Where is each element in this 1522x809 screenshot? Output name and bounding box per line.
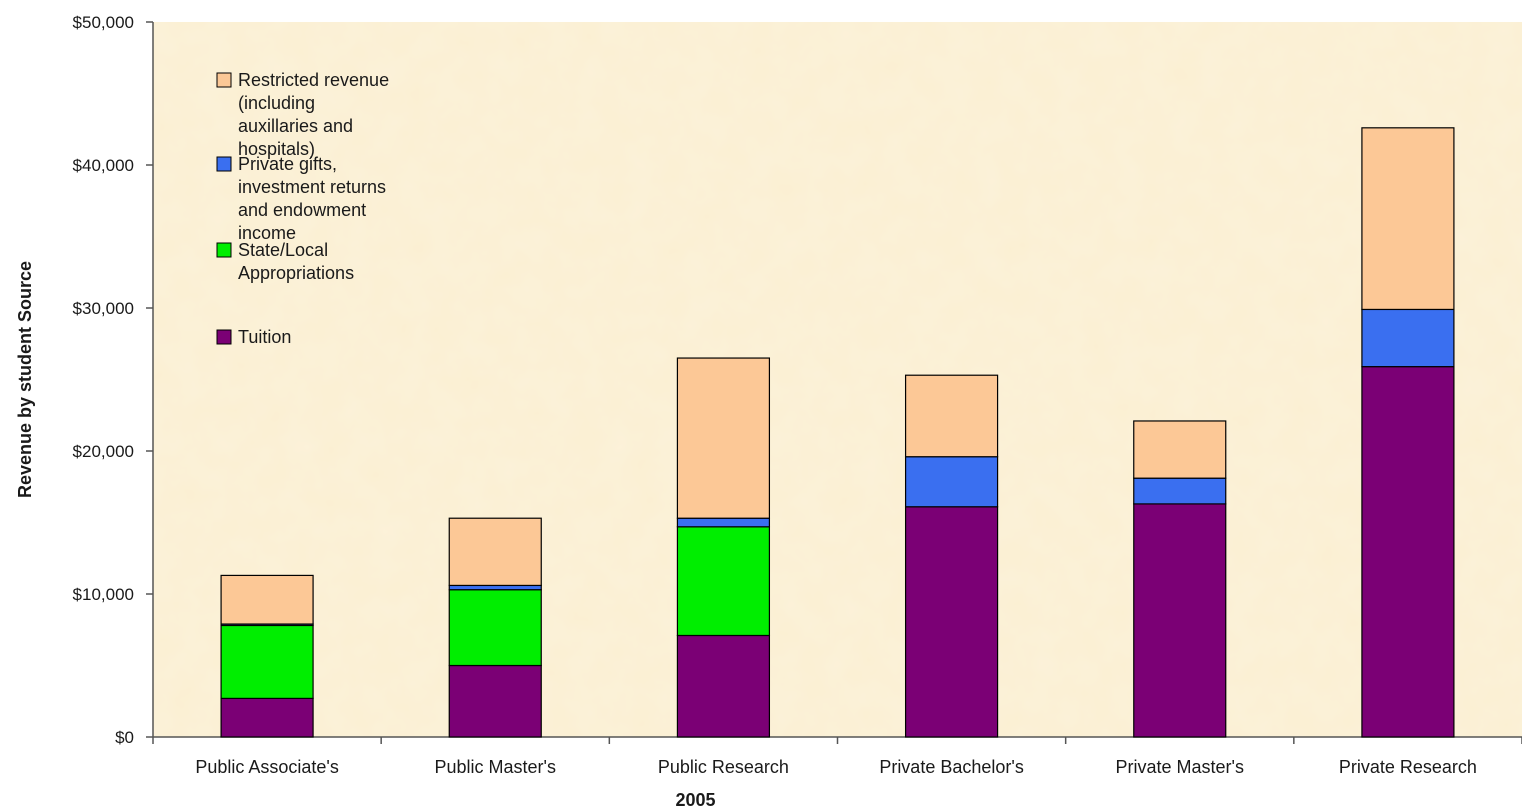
legend-swatch (216, 156, 232, 172)
legend: Restricted revenue (including auxillaries … (216, 70, 389, 347)
legend-label: State/Local Appropriations (238, 240, 354, 283)
y-tick-label: $0 (115, 728, 134, 747)
bar-segment (1133, 420, 1227, 479)
x-tick-label: Private Research (1339, 757, 1477, 777)
legend-label: Restricted revenue (including auxillaries … (238, 70, 389, 159)
legend-label-line: auxillaries and (238, 116, 353, 136)
bar-segment (904, 456, 999, 508)
legend-item: Restricted revenue (including auxillaries … (216, 70, 389, 159)
bar-segment (1361, 308, 1455, 368)
bar-segment (448, 517, 542, 587)
legend-swatch (216, 242, 232, 258)
bar-segment (220, 624, 314, 699)
y-axis-title: Revenue by student Source (15, 261, 35, 498)
x-tick-label: Public Research (658, 757, 789, 777)
axes (146, 21, 1522, 744)
legend-label-line: State/Local (238, 240, 328, 260)
legend-label-line: (including (238, 93, 315, 113)
plot-texture (153, 22, 1522, 737)
legend-label-line: and endowment (238, 200, 366, 220)
x-tick-label: Private Master's (1116, 757, 1244, 777)
legend-label: Private gifts, investment returns and endo… (238, 154, 386, 243)
bars (220, 127, 1455, 738)
bar-segment (676, 517, 771, 528)
legend-label: Tuition (238, 327, 291, 347)
bar-segment (904, 374, 999, 458)
plot-area (153, 22, 1522, 737)
legend-label-line: Private gifts, (238, 154, 337, 174)
tick-labels: $0 $10,000 $20,000 $30,000 $40,000 $50,000 Pub… (73, 13, 1477, 777)
y-tick-label: $10,000 (73, 585, 134, 604)
legend-label-line: income (238, 223, 296, 243)
bar-stack (904, 374, 999, 738)
bar-stack (676, 357, 771, 738)
bar-segment (904, 506, 999, 738)
x-tick-label: Private Bachelor's (879, 757, 1024, 777)
bar-stack (448, 517, 542, 738)
y-tick-label: $50,000 (73, 13, 134, 32)
bar-stack (1133, 420, 1227, 738)
legend-item: Tuition (216, 327, 291, 347)
y-tick-label: $40,000 (73, 156, 134, 175)
legend-item: Private gifts, investment returns and endo… (216, 154, 386, 243)
bar-segment (1133, 477, 1227, 505)
legend-label-line: Restricted revenue (238, 70, 389, 90)
legend-swatch (216, 72, 232, 88)
bar-segment (220, 697, 314, 738)
bar-stack (1361, 127, 1455, 738)
bar-segment (1361, 366, 1455, 738)
bar-segment (448, 589, 542, 667)
x-axis-title: 2005 (675, 790, 715, 809)
legend-swatch (216, 329, 232, 345)
legend-label-line: investment returns (238, 177, 386, 197)
bar-segment (220, 574, 314, 625)
bar-stack (220, 574, 314, 738)
y-tick-label: $30,000 (73, 299, 134, 318)
bar-segment (676, 526, 771, 637)
y-tick-label: $20,000 (73, 442, 134, 461)
bar-segment (676, 634, 771, 738)
x-tick-label: Public Associate's (195, 757, 339, 777)
legend-label-line: Tuition (238, 327, 291, 347)
x-tick-label: Public Master's (435, 757, 556, 777)
bar-segment (448, 584, 542, 591)
bar-segment (1133, 503, 1227, 738)
legend-label-line: hospitals) (238, 139, 315, 159)
legend-item: State/Local Appropriations (216, 240, 354, 283)
legend-label-line: Appropriations (238, 263, 354, 283)
bar-segment (676, 357, 771, 519)
bar-segment (1361, 127, 1455, 311)
bar-segment (448, 664, 542, 738)
